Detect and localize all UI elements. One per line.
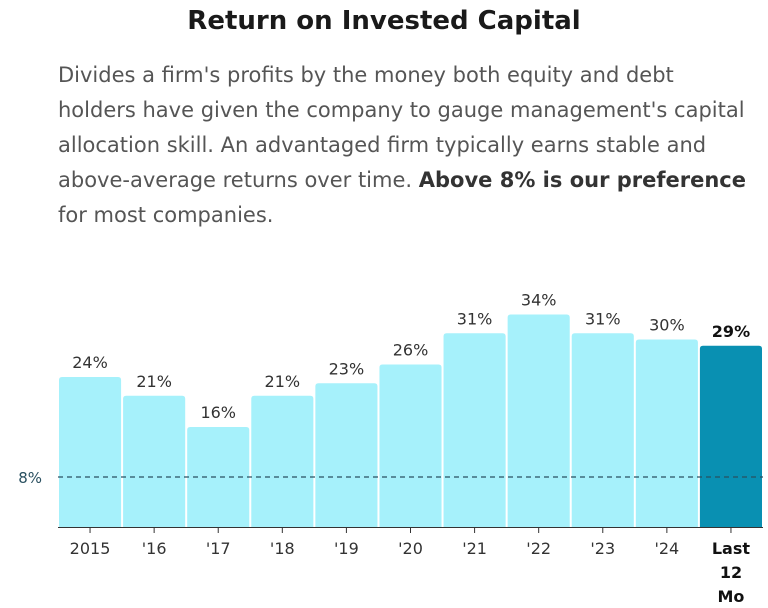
bar-8: [571, 333, 634, 527]
x-tick-label-10: Last 12 Mo: [712, 539, 751, 606]
description-tail: for most companies.: [58, 203, 274, 227]
data-label-2: 16%: [200, 403, 236, 422]
data-label-3: 21%: [265, 372, 301, 391]
x-tick-label-6: '21: [462, 539, 487, 558]
bar-1: [123, 395, 186, 527]
x-tick-label-7: '22: [526, 539, 551, 558]
bar-4: [315, 383, 378, 527]
x-tick-label-3: '18: [270, 539, 295, 558]
data-label-10: 29%: [712, 322, 750, 341]
data-label-6: 31%: [457, 309, 493, 328]
data-label-9: 30%: [649, 316, 685, 335]
x-tick-label-9: '24: [654, 539, 679, 558]
bar-5: [379, 364, 442, 527]
data-label-7: 34%: [521, 291, 557, 310]
description-bold: Above 8% is our preference: [418, 168, 746, 192]
x-tick-label-1: '16: [142, 539, 167, 558]
bar-2: [187, 427, 250, 527]
x-tick-label-0: 2015: [70, 539, 111, 558]
bar-3: [251, 395, 314, 527]
data-label-5: 26%: [393, 341, 429, 360]
data-label-4: 23%: [329, 359, 365, 378]
x-tick-label-2: '17: [206, 539, 231, 558]
bar-10: [699, 345, 762, 527]
bar-6: [443, 333, 506, 527]
reference-line-label: 8%: [18, 469, 42, 487]
data-label-0: 24%: [72, 353, 108, 372]
data-label-8: 31%: [585, 309, 621, 328]
bar-0: [59, 377, 122, 527]
chart-title: Return on Invested Capital: [187, 6, 581, 36]
chart-description: Divides a firm's profits by the money bo…: [58, 58, 758, 233]
x-tick-label-8: '23: [590, 539, 615, 558]
bar-9: [635, 339, 698, 527]
data-label-1: 21%: [136, 372, 172, 391]
bar-7: [507, 314, 570, 527]
x-tick-label-5: '20: [398, 539, 423, 558]
description-text: Divides a firm's profits by the money bo…: [58, 63, 745, 192]
x-tick-label-4: '19: [334, 539, 359, 558]
